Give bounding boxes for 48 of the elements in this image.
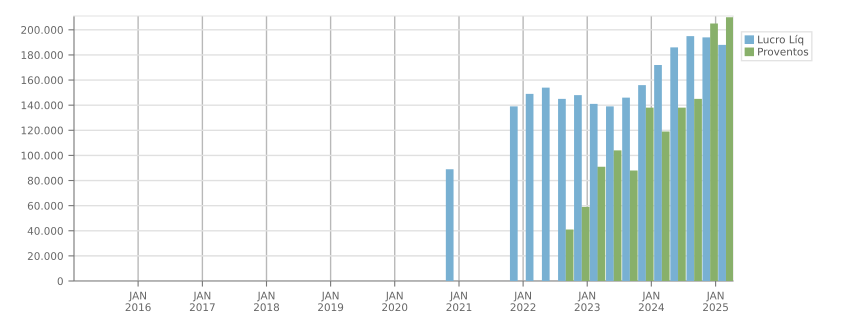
bar [614, 150, 622, 281]
y-tick-label: 180.000 [22, 51, 63, 60]
x-tick-label: JAN 2023 [574, 292, 600, 312]
bar [702, 37, 710, 281]
bar [646, 108, 654, 281]
bar [582, 206, 590, 281]
bar [510, 106, 518, 281]
x-tick-label: JAN 2016 [126, 292, 151, 312]
bar [694, 98, 702, 281]
bar [670, 47, 678, 281]
bar [662, 132, 670, 281]
bar [526, 94, 534, 281]
y-tick-label: 100.000 [22, 152, 63, 160]
legend-label: Lucro Líq [758, 34, 804, 46]
bar [598, 166, 606, 281]
x-tick-label: JAN 2019 [318, 292, 344, 312]
x-tick-label: JAN 2025 [703, 292, 728, 312]
bar [718, 44, 726, 281]
y-tick-label: 40.000 [28, 226, 63, 235]
bar [654, 64, 662, 281]
bar [606, 106, 614, 281]
x-tick-label: JAN 2020 [382, 292, 408, 312]
bar [542, 88, 550, 281]
x-tick-label: JAN 2017 [190, 292, 215, 312]
bar [590, 104, 598, 281]
y-tick-label: 120.000 [22, 126, 63, 134]
bar [574, 95, 582, 281]
bar [710, 24, 718, 281]
bar [446, 169, 454, 281]
y-tick-label: 60.000 [28, 202, 63, 210]
bar [558, 98, 566, 281]
bar [638, 85, 646, 281]
y-tick-label: 160.000 [22, 76, 63, 84]
bar [678, 108, 686, 281]
y-tick-label: 20.000 [28, 252, 63, 260]
y-tick-label: 80.000 [28, 176, 63, 185]
x-tick-label: JAN 2021 [446, 292, 472, 312]
y-tick-label: 140.000 [22, 101, 63, 110]
bar [622, 98, 630, 281]
x-tick-label: JAN 2022 [510, 292, 536, 312]
y-tick-label: 0 [58, 277, 63, 286]
x-tick-label: JAN 2024 [638, 292, 664, 312]
bar [686, 36, 694, 281]
bar [630, 170, 638, 281]
x-tick-label: JAN 2018 [254, 292, 280, 312]
bar [566, 230, 574, 281]
legend-label: Proventos [758, 48, 808, 56]
y-tick-label: 200.000 [21, 26, 63, 34]
